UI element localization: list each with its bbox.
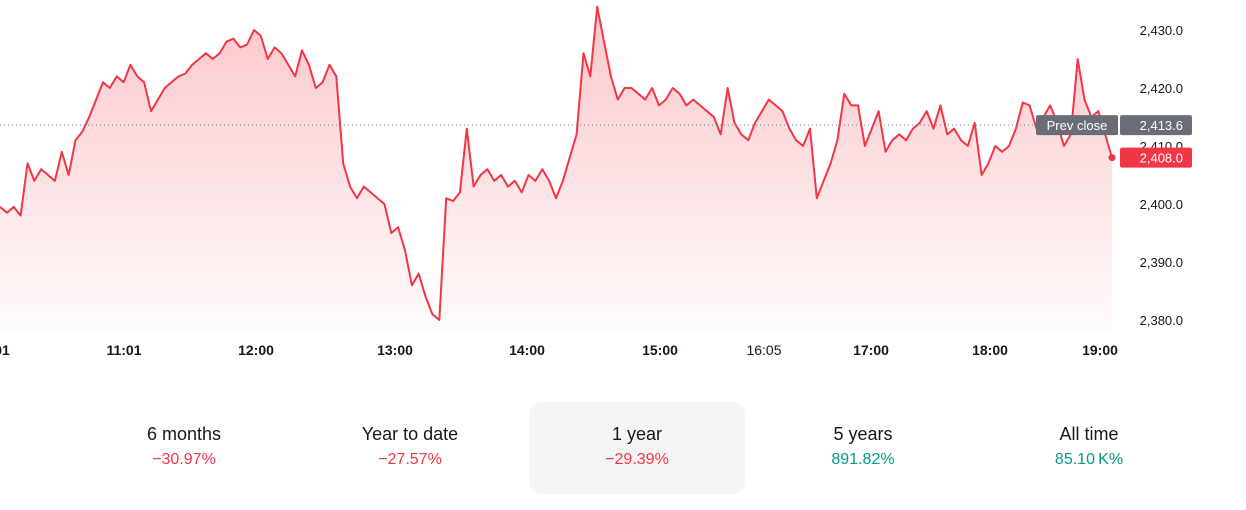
prev-close-badge: Prev close 2,413.6 xyxy=(1036,115,1192,136)
x-tick-label: 18:00 xyxy=(972,342,1008,358)
x-tick-label: 15:00 xyxy=(642,342,678,358)
x-tick-label: 16:05 xyxy=(746,342,781,358)
period-option-1-year[interactable]: 1 year −29.39% xyxy=(529,402,745,494)
period-label: 5 years xyxy=(833,424,893,444)
prev-close-label: Prev close xyxy=(1047,118,1108,133)
x-tick-label: 01 xyxy=(0,342,10,358)
period-label: Year to date xyxy=(361,424,459,444)
period-change: −27.57% xyxy=(378,451,442,468)
x-tick-label: 19:00 xyxy=(1082,342,1118,358)
period-change: −30.97% xyxy=(152,451,216,468)
y-tick-label: 2,420.0 xyxy=(1140,81,1183,96)
x-tick-label: 14:00 xyxy=(509,342,545,358)
chart-svg[interactable]: 2,430.02,420.02,410.02,400.02,390.02,380… xyxy=(0,0,1246,370)
x-tick-label: 17:00 xyxy=(853,342,889,358)
period-selector: 6 months −30.97% Year to date −27.57% 1 year… xyxy=(0,400,1246,496)
y-tick-label: 2,390.0 xyxy=(1140,255,1183,270)
period-change: 85.10 K% xyxy=(1054,451,1124,468)
price-area xyxy=(0,6,1112,331)
period-label: All time xyxy=(1059,424,1119,444)
period-option-6-months[interactable]: 6 months −30.97% xyxy=(76,402,292,494)
x-tick-label: 11:01 xyxy=(106,342,141,358)
y-tick-label: 2,430.0 xyxy=(1140,23,1183,38)
price-line xyxy=(0,5,1113,321)
x-tick-label: 12:00 xyxy=(238,342,274,358)
period-option-5-years[interactable]: 5 years 891.82% xyxy=(755,402,971,494)
last-price-badge: 2,408.0 xyxy=(1120,147,1192,168)
period-change: −29.39% xyxy=(605,451,669,468)
last-price-value: 2,408.0 xyxy=(1140,151,1183,166)
period-label: 6 months xyxy=(146,424,222,444)
y-tick-label: 2,380.0 xyxy=(1140,313,1183,328)
x-tick-label: 13:00 xyxy=(377,342,413,358)
period-label: 1 year xyxy=(611,424,663,444)
period-change: 891.82% xyxy=(831,451,895,468)
period-option-year-to-date[interactable]: Year to date −27.57% xyxy=(302,402,518,494)
period-option-all-time[interactable]: All time 85.10 K% xyxy=(981,402,1197,494)
y-tick-label: 2,400.0 xyxy=(1140,197,1183,212)
last-price-dot xyxy=(1108,154,1116,162)
prev-close-value: 2,413.6 xyxy=(1140,118,1183,133)
price-chart[interactable]: 2,430.0 2,420.0 2,410.0 2,400.0 2,390.0 2,380… xyxy=(0,0,1246,370)
